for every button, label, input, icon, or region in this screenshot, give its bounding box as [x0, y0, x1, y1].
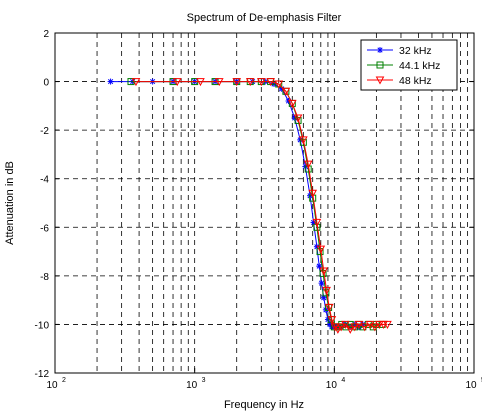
data-point	[316, 245, 326, 254]
data-point	[287, 99, 297, 108]
plot-frame	[54, 32, 475, 374]
data-point	[324, 303, 334, 312]
grid	[55, 33, 474, 373]
y-tick-label: -10	[35, 320, 50, 331]
data-point	[322, 289, 330, 297]
data-point	[319, 267, 329, 276]
data-point	[319, 269, 327, 277]
data-point	[107, 78, 114, 85]
series-group	[107, 78, 392, 334]
y-axis-label: Attenuation in dB	[4, 161, 16, 245]
legend: 32 kHz 44.1 kHz 48 kHz	[360, 39, 458, 91]
data-point	[308, 189, 318, 198]
x-tick-label: 10	[326, 380, 338, 391]
data-point	[370, 323, 380, 332]
data-point	[374, 320, 384, 329]
data-point	[266, 78, 275, 87]
y-tick-label: 0	[43, 78, 49, 89]
data-point	[312, 218, 322, 227]
y-tick-label: -8	[40, 272, 49, 283]
legend-marker	[376, 61, 384, 69]
y-tick-label: -2	[40, 126, 49, 137]
data-point	[256, 78, 266, 87]
data-point	[172, 78, 182, 87]
y-tick-label: -6	[40, 223, 49, 234]
data-point	[131, 78, 141, 87]
data-point	[330, 323, 340, 332]
data-point	[354, 320, 364, 329]
data-point	[318, 280, 325, 287]
y-tick-label: -4	[40, 175, 49, 186]
data-point	[281, 87, 291, 96]
data-point	[336, 323, 346, 332]
data-point	[196, 78, 205, 87]
data-point	[303, 160, 313, 169]
chart-title: Spectrum of De-emphasis Filter	[187, 12, 342, 24]
x-tick-exponent: 4	[341, 377, 345, 384]
x-tick-label: 10	[46, 380, 58, 391]
data-point	[293, 114, 303, 123]
y-tick-label: 2	[43, 29, 49, 40]
data-point	[341, 320, 350, 329]
data-point	[274, 80, 284, 89]
axis-ticks: 20-2-4-6-8-10-12102103104105	[35, 29, 482, 391]
data-point	[316, 248, 324, 256]
x-tick-exponent: 3	[202, 377, 206, 384]
legend-marker	[375, 76, 385, 85]
legend-label: 48 kHz	[399, 75, 432, 87]
data-point	[383, 320, 392, 329]
x-tick-label: 10	[465, 380, 477, 391]
data-point	[232, 78, 242, 87]
data-point	[245, 78, 255, 87]
data-point	[327, 316, 337, 325]
data-point	[350, 323, 360, 332]
data-point	[299, 136, 308, 145]
legend-marker	[377, 47, 383, 53]
data-point	[360, 323, 370, 332]
y-tick-label: -12	[35, 369, 50, 380]
data-point	[333, 325, 343, 334]
data-point	[345, 325, 355, 334]
x-tick-label: 10	[186, 380, 198, 391]
legend-label: 32 kHz	[399, 45, 432, 57]
legend-label: 44.1 kHz	[399, 60, 440, 72]
data-point	[214, 78, 224, 87]
x-axis-label: Frequency in Hz	[224, 399, 304, 411]
x-tick-exponent: 2	[62, 377, 66, 384]
data-point	[322, 286, 331, 295]
